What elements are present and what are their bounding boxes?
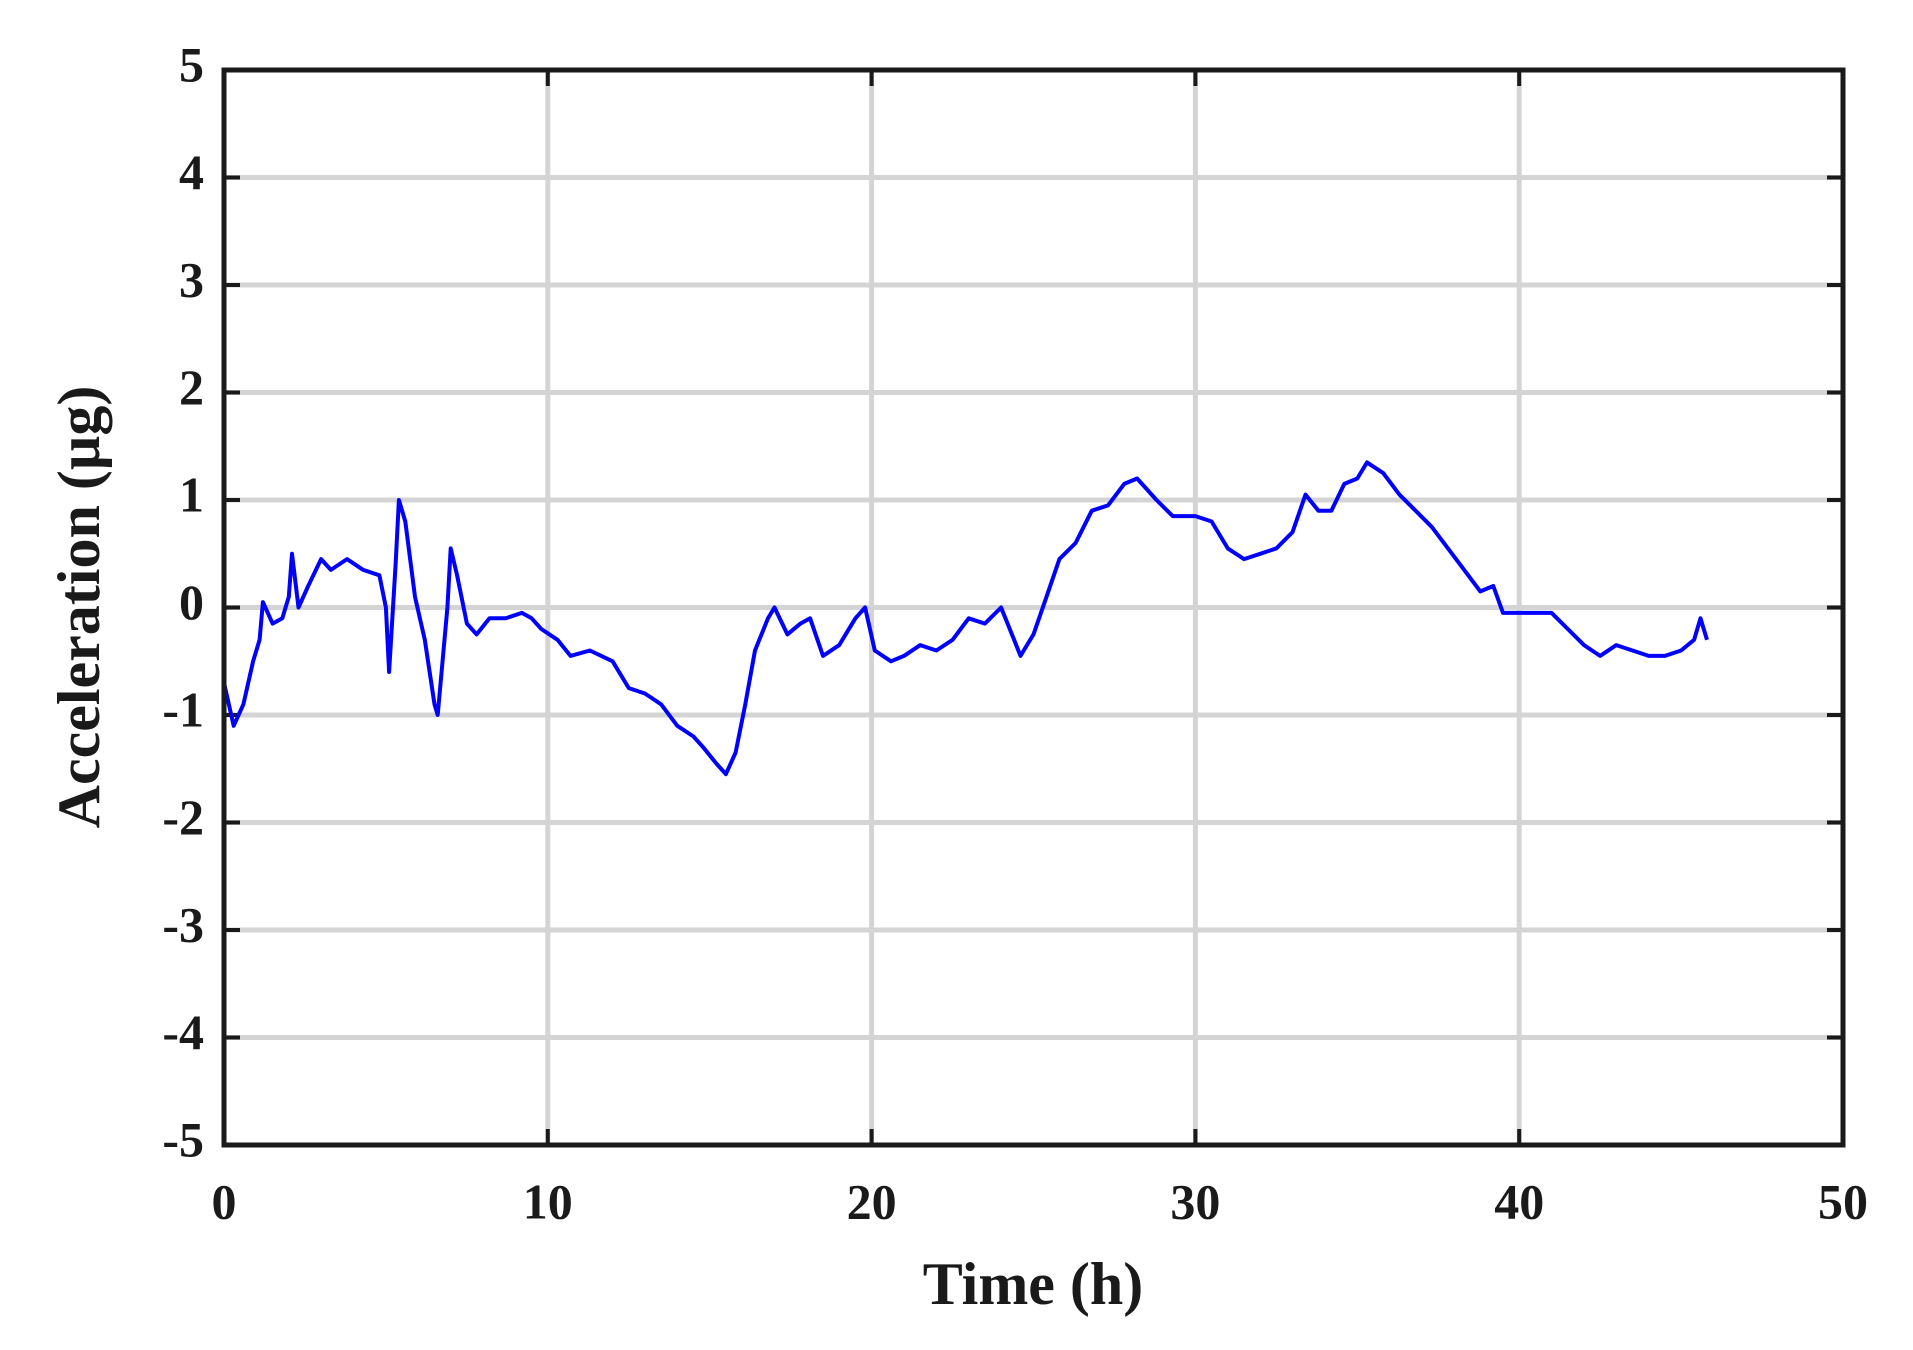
y-tick-label: -1 <box>162 681 204 737</box>
y-tick-label: -4 <box>162 1004 204 1060</box>
y-tick-label: 1 <box>179 466 204 522</box>
y-tick-label: 2 <box>179 359 204 415</box>
y-tick-label: 0 <box>179 574 204 630</box>
x-tick-label: 10 <box>523 1173 573 1229</box>
x-tick-label: 50 <box>1818 1173 1868 1229</box>
y-tick-label: 5 <box>179 36 204 92</box>
y-axis-label: Acceleration (µg) <box>46 386 112 829</box>
y-tick-label: -2 <box>162 789 204 845</box>
y-tick-label: 4 <box>179 144 204 200</box>
y-tick-label: 3 <box>179 251 204 307</box>
y-tick-label: -5 <box>162 1111 204 1167</box>
x-tick-label: 40 <box>1494 1173 1544 1229</box>
plot-frame <box>221 67 1846 1148</box>
x-tick-label: 30 <box>1170 1173 1220 1229</box>
x-axis-label: Time (h) <box>923 1251 1144 1317</box>
x-tick-label: 0 <box>212 1173 237 1229</box>
data-line <box>222 460 1709 777</box>
x-tick-label: 20 <box>847 1173 897 1229</box>
y-tick-label: -3 <box>162 896 204 952</box>
